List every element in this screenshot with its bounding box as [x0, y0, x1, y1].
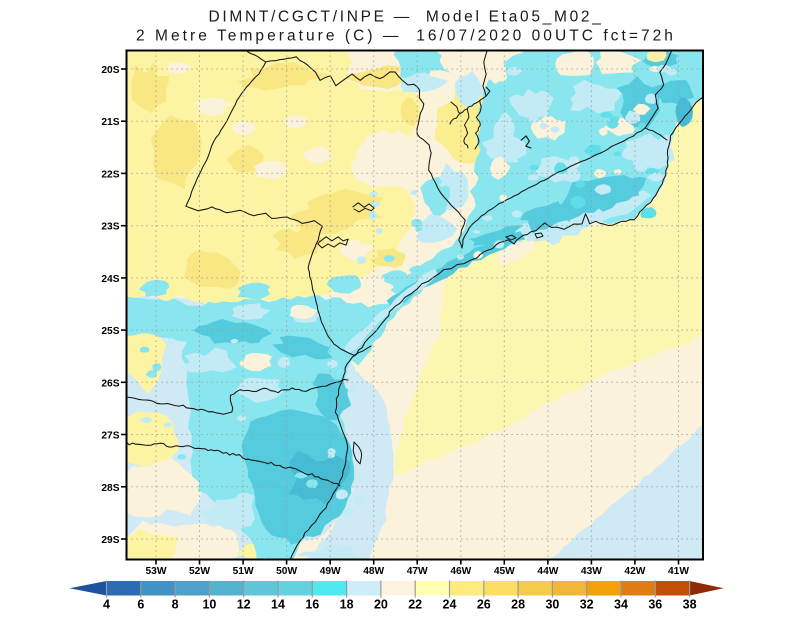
- svg-text:38: 38: [683, 598, 697, 612]
- svg-text:8: 8: [172, 598, 179, 612]
- svg-text:12: 12: [237, 598, 251, 612]
- svg-text:29S: 29S: [101, 535, 119, 546]
- svg-text:47W: 47W: [407, 566, 428, 577]
- svg-text:4: 4: [103, 598, 110, 612]
- svg-text:2 Metre Temperature (C) — 16/: 2 Metre Temperature (C) — 16/07/2020 00U…: [136, 28, 676, 45]
- svg-text:41W: 41W: [668, 566, 689, 577]
- svg-text:34: 34: [614, 598, 628, 612]
- svg-text:36: 36: [648, 598, 662, 612]
- svg-text:46W: 46W: [450, 566, 471, 577]
- svg-text:53W: 53W: [146, 566, 167, 577]
- svg-text:14: 14: [271, 598, 285, 612]
- svg-text:42W: 42W: [624, 566, 645, 577]
- svg-text:24S: 24S: [101, 274, 119, 285]
- svg-text:DIMNT/CGCT/INPE — Model Eta05: DIMNT/CGCT/INPE — Model Eta05_M02_: [208, 9, 603, 26]
- svg-text:50W: 50W: [276, 566, 297, 577]
- svg-text:10: 10: [202, 598, 216, 612]
- svg-text:20: 20: [374, 598, 388, 612]
- svg-text:24: 24: [443, 598, 457, 612]
- svg-text:44W: 44W: [537, 566, 558, 577]
- svg-text:48W: 48W: [363, 566, 384, 577]
- svg-text:30: 30: [545, 598, 559, 612]
- svg-text:51W: 51W: [233, 566, 254, 577]
- svg-text:21S: 21S: [101, 117, 119, 128]
- svg-text:32: 32: [580, 598, 594, 612]
- svg-text:27S: 27S: [101, 431, 119, 442]
- svg-text:20S: 20S: [101, 65, 119, 76]
- svg-text:23S: 23S: [101, 222, 119, 233]
- svg-text:43W: 43W: [581, 566, 602, 577]
- svg-text:49W: 49W: [320, 566, 341, 577]
- svg-text:45W: 45W: [494, 566, 515, 577]
- svg-text:22S: 22S: [101, 169, 119, 180]
- svg-text:26: 26: [477, 598, 491, 612]
- svg-text:6: 6: [137, 598, 144, 612]
- svg-text:26S: 26S: [101, 378, 119, 389]
- svg-text:25S: 25S: [101, 326, 119, 337]
- svg-text:18: 18: [340, 598, 354, 612]
- svg-text:28: 28: [511, 598, 525, 612]
- svg-text:28S: 28S: [101, 483, 119, 494]
- svg-text:16: 16: [305, 598, 319, 612]
- svg-text:52W: 52W: [189, 566, 210, 577]
- svg-text:22: 22: [408, 598, 422, 612]
